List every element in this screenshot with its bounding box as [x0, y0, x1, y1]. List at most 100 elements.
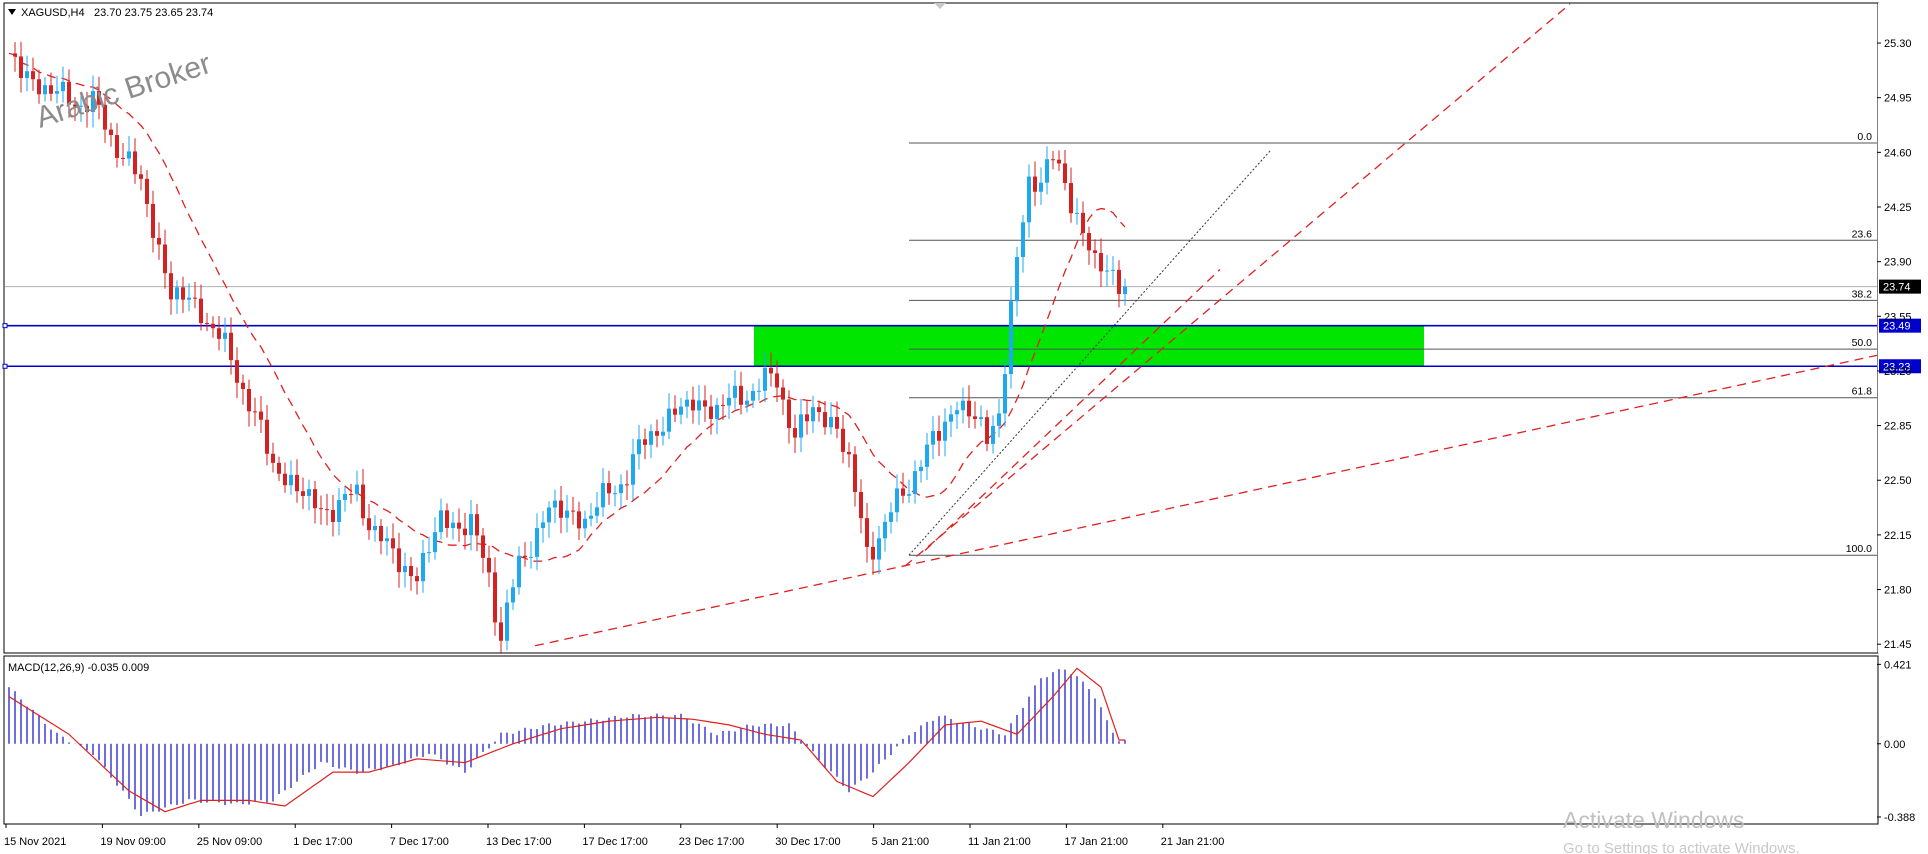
candle-body [937, 431, 941, 441]
candle-body [793, 428, 797, 438]
candle-body [553, 500, 557, 508]
candle-body [433, 532, 437, 553]
time-tick-label: 1 Dec 17:00 [293, 836, 352, 848]
candle-body [787, 399, 791, 429]
candle-body [697, 400, 701, 411]
candle-body [451, 522, 455, 528]
candle-body [403, 565, 407, 573]
price-axis: 25.30 24.95 24.60 24.25 23.90 23.55 23.20 22.85… [1877, 38, 1921, 651]
candle-body [445, 510, 449, 528]
candle-body [247, 388, 251, 412]
candle-body [109, 129, 113, 136]
candle-body [727, 397, 731, 406]
level-price-tag [1879, 359, 1921, 374]
candles-layer [13, 41, 1127, 653]
demand-zone [754, 325, 1424, 367]
candle-body [49, 85, 53, 94]
last-price-tag-text: 23.74 [1883, 282, 1911, 294]
candle-body [181, 287, 185, 300]
candle-body [805, 414, 809, 422]
level-price-tag-text: 23.23 [1883, 361, 1911, 373]
candle-body [817, 407, 821, 413]
ohlc-readout: 23.70 23.75 23.65 23.74 [94, 7, 213, 19]
candle-body [235, 360, 239, 383]
candle-body [859, 491, 863, 519]
candle-body [295, 474, 299, 492]
candle-body [853, 454, 857, 492]
candle-body [331, 509, 335, 522]
candle-body [985, 417, 989, 444]
candle-body [979, 417, 983, 420]
candle-body [691, 399, 695, 411]
horizontal-levels-layer: 23.49 23.23 [2, 318, 1921, 374]
time-tick-label: 30 Dec 17:00 [775, 836, 840, 848]
candle-body [643, 439, 647, 445]
candle-body [547, 507, 551, 523]
candle-body [1051, 159, 1055, 161]
time-tick-label: 11 Jan 21:00 [968, 836, 1031, 848]
candle-body [325, 509, 329, 511]
candle-body [475, 514, 479, 536]
time-tick-label: 7 Dec 17:00 [390, 836, 449, 848]
candle-body [703, 400, 707, 407]
candle-body [61, 81, 65, 92]
moving-average-line [8, 52, 1126, 562]
time-tick-label: 25 Nov 09:00 [197, 836, 262, 848]
candle-body [823, 412, 827, 428]
candle-body [559, 500, 563, 518]
activate-windows-title: Activate Windows [1563, 807, 1745, 833]
candle-body [211, 323, 215, 329]
candle-body [1063, 163, 1067, 184]
period-separator-marker-icon [934, 3, 946, 9]
candle-body [355, 484, 359, 495]
last-price-tag [1879, 279, 1921, 294]
candle-body [313, 489, 317, 509]
moving-average-layer [8, 52, 1126, 562]
candle-body [1027, 176, 1031, 223]
price-tick-label: 25.30 [1884, 38, 1912, 50]
candle-body [1069, 183, 1073, 214]
candle-body [343, 494, 347, 501]
candle-body [1093, 250, 1097, 254]
candle-body [535, 528, 539, 557]
price-tick-label: 24.60 [1884, 147, 1912, 159]
candle-body [1105, 270, 1109, 272]
candle-body [439, 510, 443, 533]
candle-body [391, 538, 395, 549]
level-handle [2, 323, 8, 329]
symbol-label: XAGUSD,H4 [21, 7, 85, 19]
activate-windows-subtitle: Go to Settings to activate Windows. [1563, 840, 1800, 854]
candle-body [1099, 253, 1103, 272]
price-tick-label: 24.25 [1884, 202, 1912, 214]
candle-body [799, 414, 803, 438]
candle-body [205, 323, 209, 325]
time-tick-label: 19 Nov 09:00 [100, 836, 165, 848]
candle-body [1087, 233, 1091, 251]
price-tick-label: 22.85 [1884, 421, 1912, 433]
candle-body [25, 71, 29, 79]
candle-body [829, 417, 833, 428]
candle-body [43, 85, 47, 95]
candle-body [31, 71, 35, 80]
macd-layer [8, 667, 1126, 817]
candle-body [1111, 269, 1115, 271]
candle-body [301, 491, 305, 496]
candle-body [397, 548, 401, 573]
macd-label: MACD(12,26,9) -0.035 0.009 [8, 662, 149, 674]
candle-body [637, 439, 641, 455]
candle-body [373, 525, 377, 531]
fib-level-label: 38.2 [1852, 288, 1873, 300]
candle-body [139, 174, 143, 179]
candle-body [991, 425, 995, 444]
trendline-minor [924, 268, 1221, 551]
price-tick-label: 23.90 [1884, 257, 1912, 269]
candle-body [271, 453, 275, 463]
price-tick-label: 24.95 [1884, 93, 1912, 105]
candle-body [265, 419, 269, 454]
fib-level-label: 23.6 [1852, 228, 1873, 240]
candle-body [775, 373, 779, 388]
candle-body [19, 56, 23, 79]
candle-body [289, 474, 293, 486]
symbol-menu-triangle-icon[interactable] [8, 9, 16, 15]
